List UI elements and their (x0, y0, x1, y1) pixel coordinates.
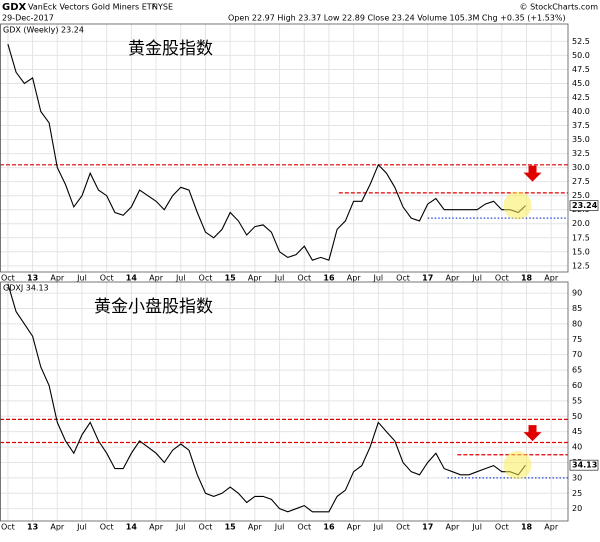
x-tick-label: Oct (495, 274, 509, 283)
x-tick-label: Apr (446, 523, 461, 532)
y-tick-label: 27.5 (572, 177, 590, 186)
y-tick-label: 42.5 (572, 93, 590, 102)
y-tick-label: 55 (572, 396, 582, 405)
x-tick-label: Oct (297, 523, 311, 532)
y-tick-label: 25 (572, 489, 582, 498)
exchange: NYSE (152, 3, 173, 12)
x-tick-label: 17 (422, 523, 433, 532)
y-tick-label: 17.5 (572, 233, 590, 242)
x-tick-label: Jul (274, 274, 285, 283)
y-tick-label: 30 (572, 473, 582, 482)
x-tick-label: Jul (175, 523, 186, 532)
x-tick-label: 17 (422, 274, 433, 283)
x-tick-label: Apr (149, 274, 164, 283)
chart-title: 黄金小盘股指数 (94, 297, 213, 317)
highlight-circle (503, 191, 532, 220)
y-tick-label: 12.5 (572, 261, 590, 270)
x-tick-label: Oct (495, 523, 509, 532)
quote: Open 22.97 High 23.37 Low 22.89 Close 23… (228, 14, 566, 23)
x-tick-label: 14 (126, 523, 138, 532)
x-tick-label: 15 (225, 274, 237, 283)
x-tick-label: Apr (347, 523, 362, 532)
x-tick-label: 16 (323, 274, 335, 283)
x-tick-label: 13 (27, 274, 38, 283)
x-tick-label: Jul (471, 523, 482, 532)
y-tick-label: 20.0 (572, 219, 590, 228)
y-tick-label: 85 (572, 304, 582, 313)
x-tick-label: Oct (297, 274, 311, 283)
x-tick-label: Oct (396, 274, 410, 283)
x-tick-label: Oct (199, 274, 213, 283)
last-price-box (569, 459, 599, 471)
y-tick-label: 45.0 (572, 79, 590, 88)
x-tick-label: 14 (126, 274, 138, 283)
y-tick-label: 37.5 (572, 121, 590, 130)
x-tick-label: Oct (199, 523, 213, 532)
x-tick-label: Jul (274, 523, 285, 532)
x-tick-label: Jul (76, 523, 87, 532)
x-tick-label: Apr (544, 274, 559, 283)
y-tick-label: 40.0 (572, 107, 590, 116)
chart-title: 黄金股指数 (128, 39, 213, 59)
y-tick-label: 70 (572, 350, 582, 359)
highlight-circle (503, 451, 532, 480)
x-tick-label: Jul (175, 274, 186, 283)
last-price: 23.24 (572, 201, 598, 210)
price-line (7, 283, 526, 513)
x-tick-label: Apr (149, 523, 164, 532)
price-line (7, 44, 526, 261)
y-tick-label: 75 (572, 335, 582, 344)
date: 29-Dec-2017 (2, 14, 54, 23)
fund-name: VanEck Vectors Gold Miners ETF (28, 3, 157, 12)
y-tick-label: 50 (572, 412, 582, 421)
x-tick-label: Oct (396, 523, 410, 532)
y-tick-label: 65 (572, 366, 582, 375)
x-tick-label: Oct (1, 274, 15, 283)
x-tick-label: Apr (446, 274, 461, 283)
x-tick-label: Apr (544, 523, 559, 532)
y-tick-label: 15.0 (572, 247, 590, 256)
last-price: 34.13 (572, 461, 597, 470)
credit: © StockCharts.com (520, 3, 599, 12)
y-tick-label: 90 (572, 289, 582, 298)
x-tick-label: Apr (50, 523, 65, 532)
y-tick-label: 25.0 (572, 191, 590, 200)
y-tick-label: 30.0 (572, 163, 590, 172)
x-tick-label: Apr (248, 523, 263, 532)
x-tick-label: Oct (1, 523, 15, 532)
x-tick-label: 15 (225, 523, 237, 532)
y-tick-label: 35.0 (572, 135, 590, 144)
y-tick-label: 60 (572, 381, 582, 390)
x-tick-label: Apr (50, 274, 65, 283)
x-tick-label: Jul (76, 274, 87, 283)
y-tick-label: 80 (572, 319, 582, 328)
y-tick-label: 40 (572, 443, 582, 452)
y-tick-label: 52.5 (572, 37, 590, 46)
arrow (523, 165, 542, 182)
arrow (523, 425, 542, 442)
x-tick-label: 16 (323, 523, 335, 532)
y-tick-label: 32.5 (572, 149, 590, 158)
y-tick-label: 45 (572, 427, 582, 436)
x-tick-label: Jul (471, 274, 482, 283)
x-tick-label: 18 (521, 523, 533, 532)
x-tick-label: Oct (100, 274, 114, 283)
last-price-box (569, 200, 599, 211)
panel-frame (0, 23, 569, 273)
panel-label: GDX (Weekly) 23.24 (3, 26, 84, 35)
y-tick-label: 47.5 (572, 65, 590, 74)
symbol: GDX (2, 2, 27, 13)
panel-frame (0, 281, 569, 522)
panel-label: GDXJ 34.13 (3, 284, 49, 293)
x-tick-label: Apr (248, 274, 263, 283)
x-tick-label: 18 (521, 274, 533, 283)
y-tick-label: 50.0 (572, 51, 590, 60)
x-tick-label: 13 (27, 523, 38, 532)
x-tick-label: Oct (100, 523, 114, 532)
y-tick-label: 20 (572, 504, 582, 513)
x-tick-label: Jul (373, 274, 384, 283)
x-tick-label: Jul (373, 523, 384, 532)
x-tick-label: Apr (347, 274, 362, 283)
